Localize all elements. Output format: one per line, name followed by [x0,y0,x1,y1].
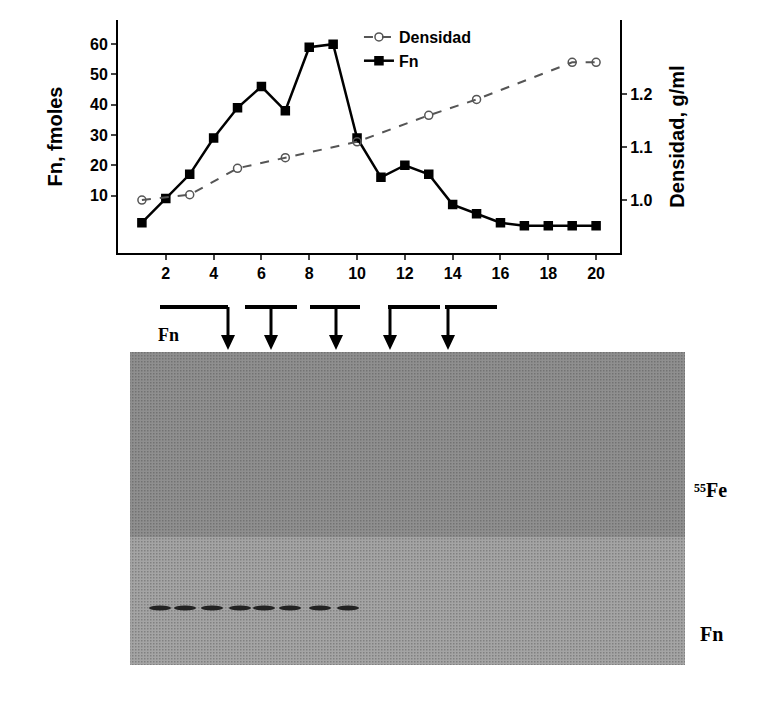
svg-text:10: 10 [348,265,366,282]
svg-text:Fn: Fn [158,325,179,345]
svg-text:8: 8 [305,265,314,282]
svg-text:20: 20 [587,265,605,282]
svg-text:⁵⁵Fe: ⁵⁵Fe [694,479,727,501]
svg-text:6: 6 [257,265,266,282]
svg-text:Fn: Fn [399,53,419,70]
svg-text:50: 50 [90,66,108,83]
svg-text:1.1: 1.1 [630,139,652,156]
svg-text:18: 18 [539,265,557,282]
svg-text:14: 14 [444,265,462,282]
svg-text:16: 16 [492,265,510,282]
svg-text:1.0: 1.0 [630,192,652,209]
svg-text:Densidad: Densidad [399,29,471,46]
svg-text:30: 30 [90,127,108,144]
svg-text:Fn: Fn [700,623,723,645]
svg-text:12: 12 [396,265,414,282]
svg-text:20: 20 [90,157,108,174]
svg-text:Fn, fmoles: Fn, fmoles [44,86,66,186]
svg-text:2: 2 [161,265,170,282]
svg-text:Densidad, g/ml: Densidad, g/ml [666,65,688,207]
svg-text:10: 10 [90,187,108,204]
svg-text:40: 40 [90,96,108,113]
svg-text:1.2: 1.2 [630,86,652,103]
svg-text:4: 4 [209,265,218,282]
svg-text:60: 60 [90,36,108,53]
